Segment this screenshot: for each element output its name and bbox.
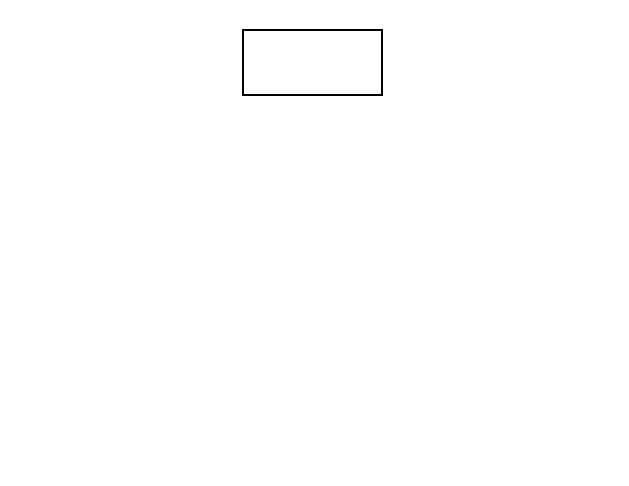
legend xyxy=(242,29,383,96)
